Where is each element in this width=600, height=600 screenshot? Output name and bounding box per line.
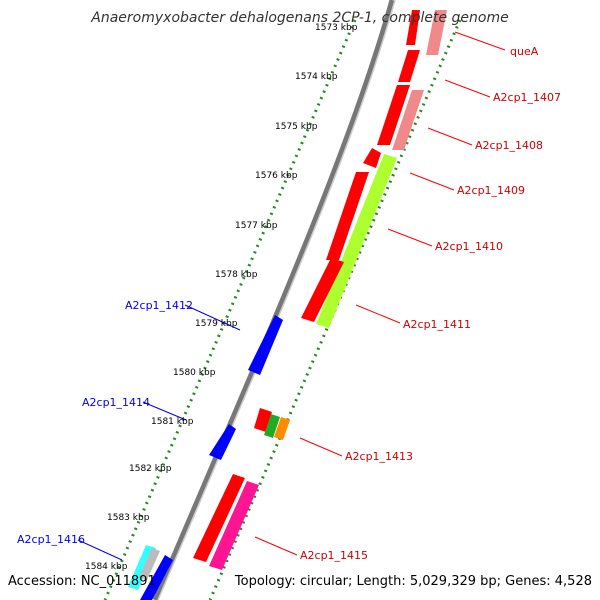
label-connector xyxy=(142,401,187,421)
tick-label: 1580 kbp xyxy=(173,368,216,378)
gene-block xyxy=(326,172,369,260)
label-connector xyxy=(409,172,455,191)
gene-block xyxy=(274,417,290,440)
tick-label: 1577 kbp xyxy=(235,221,278,231)
tick-label: 1583 kbp xyxy=(107,513,150,523)
topology-label: Topology: circular; Length: 5,029,329 bp… xyxy=(234,574,592,589)
label-connector xyxy=(444,79,491,98)
gene-block xyxy=(193,474,245,562)
gene-block xyxy=(392,90,424,150)
reverse-label-lines xyxy=(77,304,241,561)
gene-label[interactable]: A2cp1_1410 xyxy=(435,240,503,253)
gene-label[interactable]: A2cp1_1407 xyxy=(493,91,561,104)
tick-label: 1582 kbp xyxy=(129,464,172,474)
label-connector xyxy=(184,304,241,331)
reverse-gene-labels: A2cp1_1412 A2cp1_1414 A2cp1_1416 xyxy=(17,299,193,546)
gene-block xyxy=(264,414,280,438)
inner-tick-track xyxy=(103,19,357,600)
tick-label: 1574 kbp xyxy=(295,72,338,82)
tick-label: 1584 kbp xyxy=(85,562,128,572)
gene-block xyxy=(377,85,410,145)
gene-block xyxy=(248,315,283,375)
gene-block xyxy=(209,481,259,570)
gene-label[interactable]: A2cp1_1415 xyxy=(300,549,368,562)
label-connector xyxy=(77,539,123,561)
tick-label: 1579 kbp xyxy=(195,319,238,329)
tick-label: 1581 kbp xyxy=(151,417,194,427)
gene-block xyxy=(316,154,397,328)
gene-features xyxy=(128,10,447,600)
label-connector xyxy=(254,536,298,556)
tick-labels: 1573 kbp 1574 kbp 1575 kbp 1576 kbp 1577… xyxy=(85,23,358,572)
tick-label: 1578 kbp xyxy=(215,270,258,280)
gene-block xyxy=(426,10,447,55)
label-connector xyxy=(387,228,433,247)
label-connector xyxy=(427,127,473,146)
tick-label: 1573 kbp xyxy=(315,23,358,33)
accession-label: Accession: NC_011891 xyxy=(8,574,156,589)
tick-label: 1575 kbp xyxy=(275,122,318,132)
genome-backbone xyxy=(152,0,395,600)
gene-block xyxy=(406,10,420,45)
gene-block xyxy=(140,555,173,600)
genome-backbone-highlight xyxy=(157,0,396,600)
forward-gene-labels: queA A2cp1_1407 A2cp1_1408 A2cp1_1409 A2… xyxy=(300,45,561,562)
gene-block xyxy=(398,50,420,82)
tick-label: 1576 kbp xyxy=(255,171,298,181)
gene-label[interactable]: A2cp1_1416 xyxy=(17,533,85,546)
gene-block xyxy=(301,258,344,322)
forward-label-lines xyxy=(254,31,506,556)
gene-label[interactable]: A2cp1_1413 xyxy=(345,450,413,463)
gene-label[interactable]: A2cp1_1414 xyxy=(82,396,150,409)
gene-label[interactable]: A2cp1_1409 xyxy=(457,184,525,197)
gene-label[interactable]: queA xyxy=(510,45,539,58)
map-title: Anaeromyxobacter dehalogenans 2CP-1, com… xyxy=(91,10,509,26)
gene-block xyxy=(139,548,160,580)
label-connector xyxy=(355,304,401,324)
gene-block xyxy=(363,148,381,168)
gene-label[interactable]: A2cp1_1408 xyxy=(475,139,543,152)
gene-label[interactable]: A2cp1_1411 xyxy=(403,318,471,331)
label-connector xyxy=(454,31,506,51)
gene-label[interactable]: A2cp1_1412 xyxy=(125,299,193,312)
label-connector xyxy=(299,437,343,457)
gene-block xyxy=(209,424,236,460)
